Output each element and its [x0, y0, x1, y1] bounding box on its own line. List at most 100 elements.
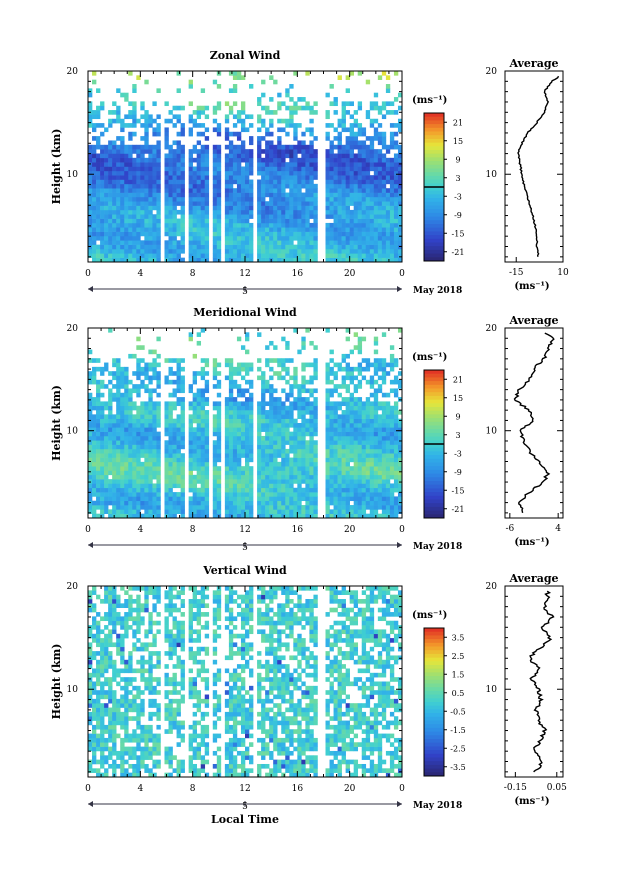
heatmap-cell — [285, 505, 290, 510]
heatmap-cell — [164, 431, 169, 437]
heatmap-cell — [389, 110, 395, 115]
heatmap-cell — [112, 423, 117, 428]
heatmap-cell — [357, 371, 363, 376]
heatmap-cell — [100, 166, 105, 172]
heatmap-cell — [236, 431, 242, 437]
heatmap-cell — [345, 166, 350, 172]
heatmap-cell — [156, 257, 161, 263]
heatmap-cell — [124, 466, 129, 471]
heatmap-cell — [329, 461, 334, 467]
heatmap-cell — [297, 157, 302, 163]
heatmap-cell — [96, 440, 101, 445]
heatmap-cell — [329, 427, 334, 432]
heatmap-cell — [309, 431, 314, 437]
heatmap-cell — [265, 218, 270, 224]
heatmap-cell — [385, 175, 391, 180]
heatmap-cell — [393, 192, 399, 198]
heatmap-cell — [192, 179, 197, 185]
heatmap-cell — [92, 170, 97, 176]
heatmap-cell — [236, 453, 242, 458]
heatmap-cell — [381, 153, 387, 159]
heatmap-cell — [293, 222, 298, 228]
heatmap-cell — [333, 427, 338, 432]
heatmap-cell — [192, 144, 197, 150]
heatmap-cell — [393, 405, 399, 411]
heatmap-cell — [333, 362, 338, 368]
heatmap-cell — [245, 218, 250, 224]
heatmap-cell — [305, 457, 310, 463]
heatmap-cell — [216, 427, 222, 432]
heatmap-cell — [357, 127, 363, 133]
heatmap-cell — [341, 358, 346, 363]
heatmap-cell — [180, 183, 185, 189]
heatmap-cell — [349, 218, 354, 224]
heatmap-cell — [164, 227, 169, 232]
heatmap-cell — [353, 423, 359, 428]
heatmap-cell — [337, 231, 342, 237]
heatmap-cell — [228, 371, 234, 376]
heatmap-cell — [144, 231, 149, 237]
heatmap-cell — [228, 466, 234, 471]
heatmap-cell — [285, 483, 290, 489]
heatmap-cell — [144, 427, 149, 432]
heatmap-cell — [361, 257, 367, 263]
heatmap-cell — [152, 101, 157, 107]
heatmap-cell — [337, 118, 342, 124]
heatmap-cell — [188, 253, 193, 258]
heatmap-cell — [212, 166, 218, 172]
heatmap-cell — [120, 205, 125, 211]
heatmap-cell — [200, 388, 206, 394]
heatmap-cell — [297, 192, 302, 198]
heatmap-cell — [257, 170, 262, 176]
heatmap-cell — [124, 375, 129, 381]
heatmap-cell — [333, 183, 338, 189]
heatmap-cell — [136, 483, 141, 489]
heatmap-cell — [204, 218, 210, 224]
heatmap-cell — [212, 196, 218, 202]
heatmap-cell — [333, 253, 338, 258]
heatmap-cell — [228, 105, 234, 111]
heatmap-cell — [236, 209, 242, 215]
heatmap-cell — [172, 257, 177, 263]
heatmap-cell — [365, 470, 371, 476]
heatmap-cell — [373, 448, 379, 454]
heatmap-cell — [128, 466, 133, 471]
heatmap-cell — [148, 509, 153, 514]
heatmap-cell — [277, 153, 282, 159]
heatmap-cell — [245, 235, 250, 241]
heatmap-cell — [228, 358, 234, 363]
heatmap-cell — [293, 457, 298, 463]
average-title: Average — [508, 57, 558, 70]
heatmap-cell — [285, 435, 290, 441]
heatmap-cell — [325, 131, 330, 137]
heatmap-cell — [393, 513, 399, 519]
heatmap-cell — [216, 492, 222, 497]
heatmap-cell — [261, 470, 266, 476]
heatmap-cell — [261, 388, 266, 394]
heatmap-cell — [305, 157, 310, 163]
heatmap-cell — [180, 487, 185, 493]
heatmap-cell — [357, 379, 363, 385]
heatmap-cell — [353, 196, 359, 202]
heatmap-cell — [309, 392, 314, 398]
heatmap-cell — [168, 479, 173, 484]
heatmap-cell — [200, 375, 206, 381]
heatmap-cell — [269, 153, 274, 159]
heatmap-cell — [212, 188, 218, 193]
heatmap-cell — [389, 496, 395, 502]
heatmap-cell — [112, 205, 117, 211]
heatmap-cell — [104, 240, 109, 245]
heatmap-cell — [88, 166, 93, 172]
heatmap-cell — [289, 218, 294, 224]
heatmap-cell — [232, 71, 238, 76]
heatmap-cell — [305, 127, 310, 133]
heatmap-cell — [180, 127, 185, 133]
heatmap-cell — [297, 105, 302, 111]
heatmap-cell — [273, 448, 278, 454]
heatmap-cell — [313, 444, 318, 450]
heatmap-cell — [361, 474, 367, 480]
heatmap-cell — [128, 427, 133, 432]
heatmap-cell — [349, 470, 354, 476]
heatmap-cell — [140, 371, 145, 376]
heatmap-cell — [140, 240, 145, 245]
